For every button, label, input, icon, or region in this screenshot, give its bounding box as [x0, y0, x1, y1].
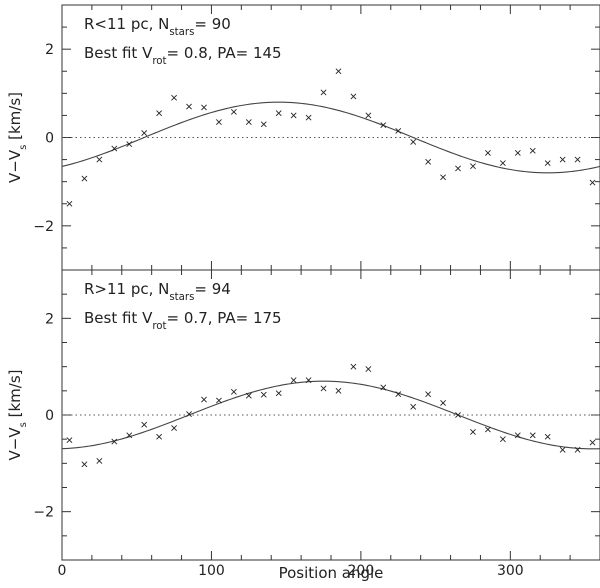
annotation-sample: R<11 pc, Nstars= 90	[84, 15, 231, 38]
data-point	[470, 163, 476, 170]
data-point	[380, 122, 387, 129]
data-point	[425, 158, 432, 165]
data-point	[66, 437, 73, 444]
data-point	[230, 388, 237, 395]
data-point	[514, 432, 521, 439]
annotation-fit: Best fit Vrot= 0.7, PA= 175	[84, 309, 282, 332]
data-point	[141, 421, 148, 428]
y-tick-label: 2	[45, 42, 54, 58]
data-point	[126, 141, 133, 148]
data-point	[201, 396, 207, 403]
data-point	[186, 411, 192, 417]
data-point	[380, 384, 387, 391]
data-point	[335, 68, 342, 75]
data-point	[455, 412, 461, 418]
y-tick-label: 2	[45, 311, 54, 327]
data-point	[529, 432, 536, 439]
data-point	[499, 160, 506, 167]
data-point	[81, 461, 88, 468]
fit-curve	[61, 380, 600, 450]
data-point	[275, 110, 282, 117]
data-point	[245, 119, 252, 125]
annotation-sample: R>11 pc, Nstars= 94	[84, 280, 231, 303]
data-point	[440, 174, 447, 181]
data-point	[215, 119, 222, 125]
data-point	[335, 387, 342, 394]
data-point	[96, 156, 103, 163]
data-point	[529, 147, 536, 154]
data-point	[410, 403, 417, 410]
data-point	[574, 446, 581, 453]
data-point	[186, 103, 192, 110]
x-tick-label: 100	[198, 563, 225, 579]
panel-outer-radius: −2 0 2 0 100 200 300 R>11 pc, Nstars= 94 Best fi…	[6, 269, 600, 579]
data-point	[484, 426, 491, 433]
data-point	[559, 156, 566, 163]
data-point	[201, 104, 207, 111]
y-tick-label: −2	[33, 219, 54, 235]
fit-curve	[61, 101, 600, 174]
data-point	[171, 425, 178, 431]
data-point	[544, 160, 551, 167]
x-tick-label: 0	[58, 563, 67, 579]
data-point	[574, 156, 581, 163]
data-point	[365, 112, 372, 119]
data-point	[484, 150, 491, 156]
data-point	[290, 377, 297, 384]
data-point	[215, 397, 222, 404]
data-point	[111, 145, 118, 152]
annotation-fit: Best fit Vrot= 0.8, PA= 145	[84, 44, 282, 67]
data-point	[171, 94, 178, 101]
data-point	[111, 438, 118, 445]
x-tick-label: 200	[348, 563, 375, 579]
data-point	[350, 363, 357, 370]
panel-inner-radius: −2 0 2 R<11 pc, Nstars= 90 Best fit Vrot= 0.…	[6, 4, 600, 271]
data-point	[245, 392, 252, 399]
data-point	[455, 165, 461, 172]
data-point	[514, 150, 521, 156]
y-tick-label: 0	[45, 408, 54, 424]
data-point	[559, 446, 566, 453]
data-point	[350, 93, 357, 100]
data-point	[395, 127, 402, 134]
data-point	[156, 110, 163, 117]
data-point	[589, 179, 596, 186]
data-point	[156, 433, 163, 440]
data-point	[290, 112, 297, 119]
y-axis-label: V−Vs [km/s]	[6, 370, 29, 461]
data-point	[395, 391, 402, 398]
data-point	[544, 433, 551, 440]
y-axis-label: V−Vs [km/s]	[6, 92, 29, 183]
data-point	[81, 175, 88, 182]
x-tick-label: 300	[497, 563, 524, 579]
data-point	[320, 385, 327, 392]
data-point	[589, 439, 596, 446]
data-point	[260, 391, 267, 398]
data-point	[275, 390, 282, 397]
x-axis-label: Position angle	[279, 564, 384, 582]
data-point	[320, 89, 327, 96]
data-point	[260, 121, 267, 128]
data-point	[425, 391, 432, 398]
data-point	[410, 138, 417, 145]
data-point	[141, 130, 148, 137]
data-point	[470, 428, 476, 435]
data-point	[66, 200, 73, 207]
data-point	[96, 457, 103, 464]
data-point	[499, 436, 506, 443]
data-point	[440, 399, 447, 406]
data-point	[305, 377, 312, 384]
y-tick-label: −2	[33, 505, 54, 521]
y-tick-label: 0	[45, 131, 54, 147]
data-point	[230, 108, 237, 115]
data-point	[365, 366, 372, 373]
data-point	[305, 114, 312, 121]
data-point	[126, 432, 133, 439]
